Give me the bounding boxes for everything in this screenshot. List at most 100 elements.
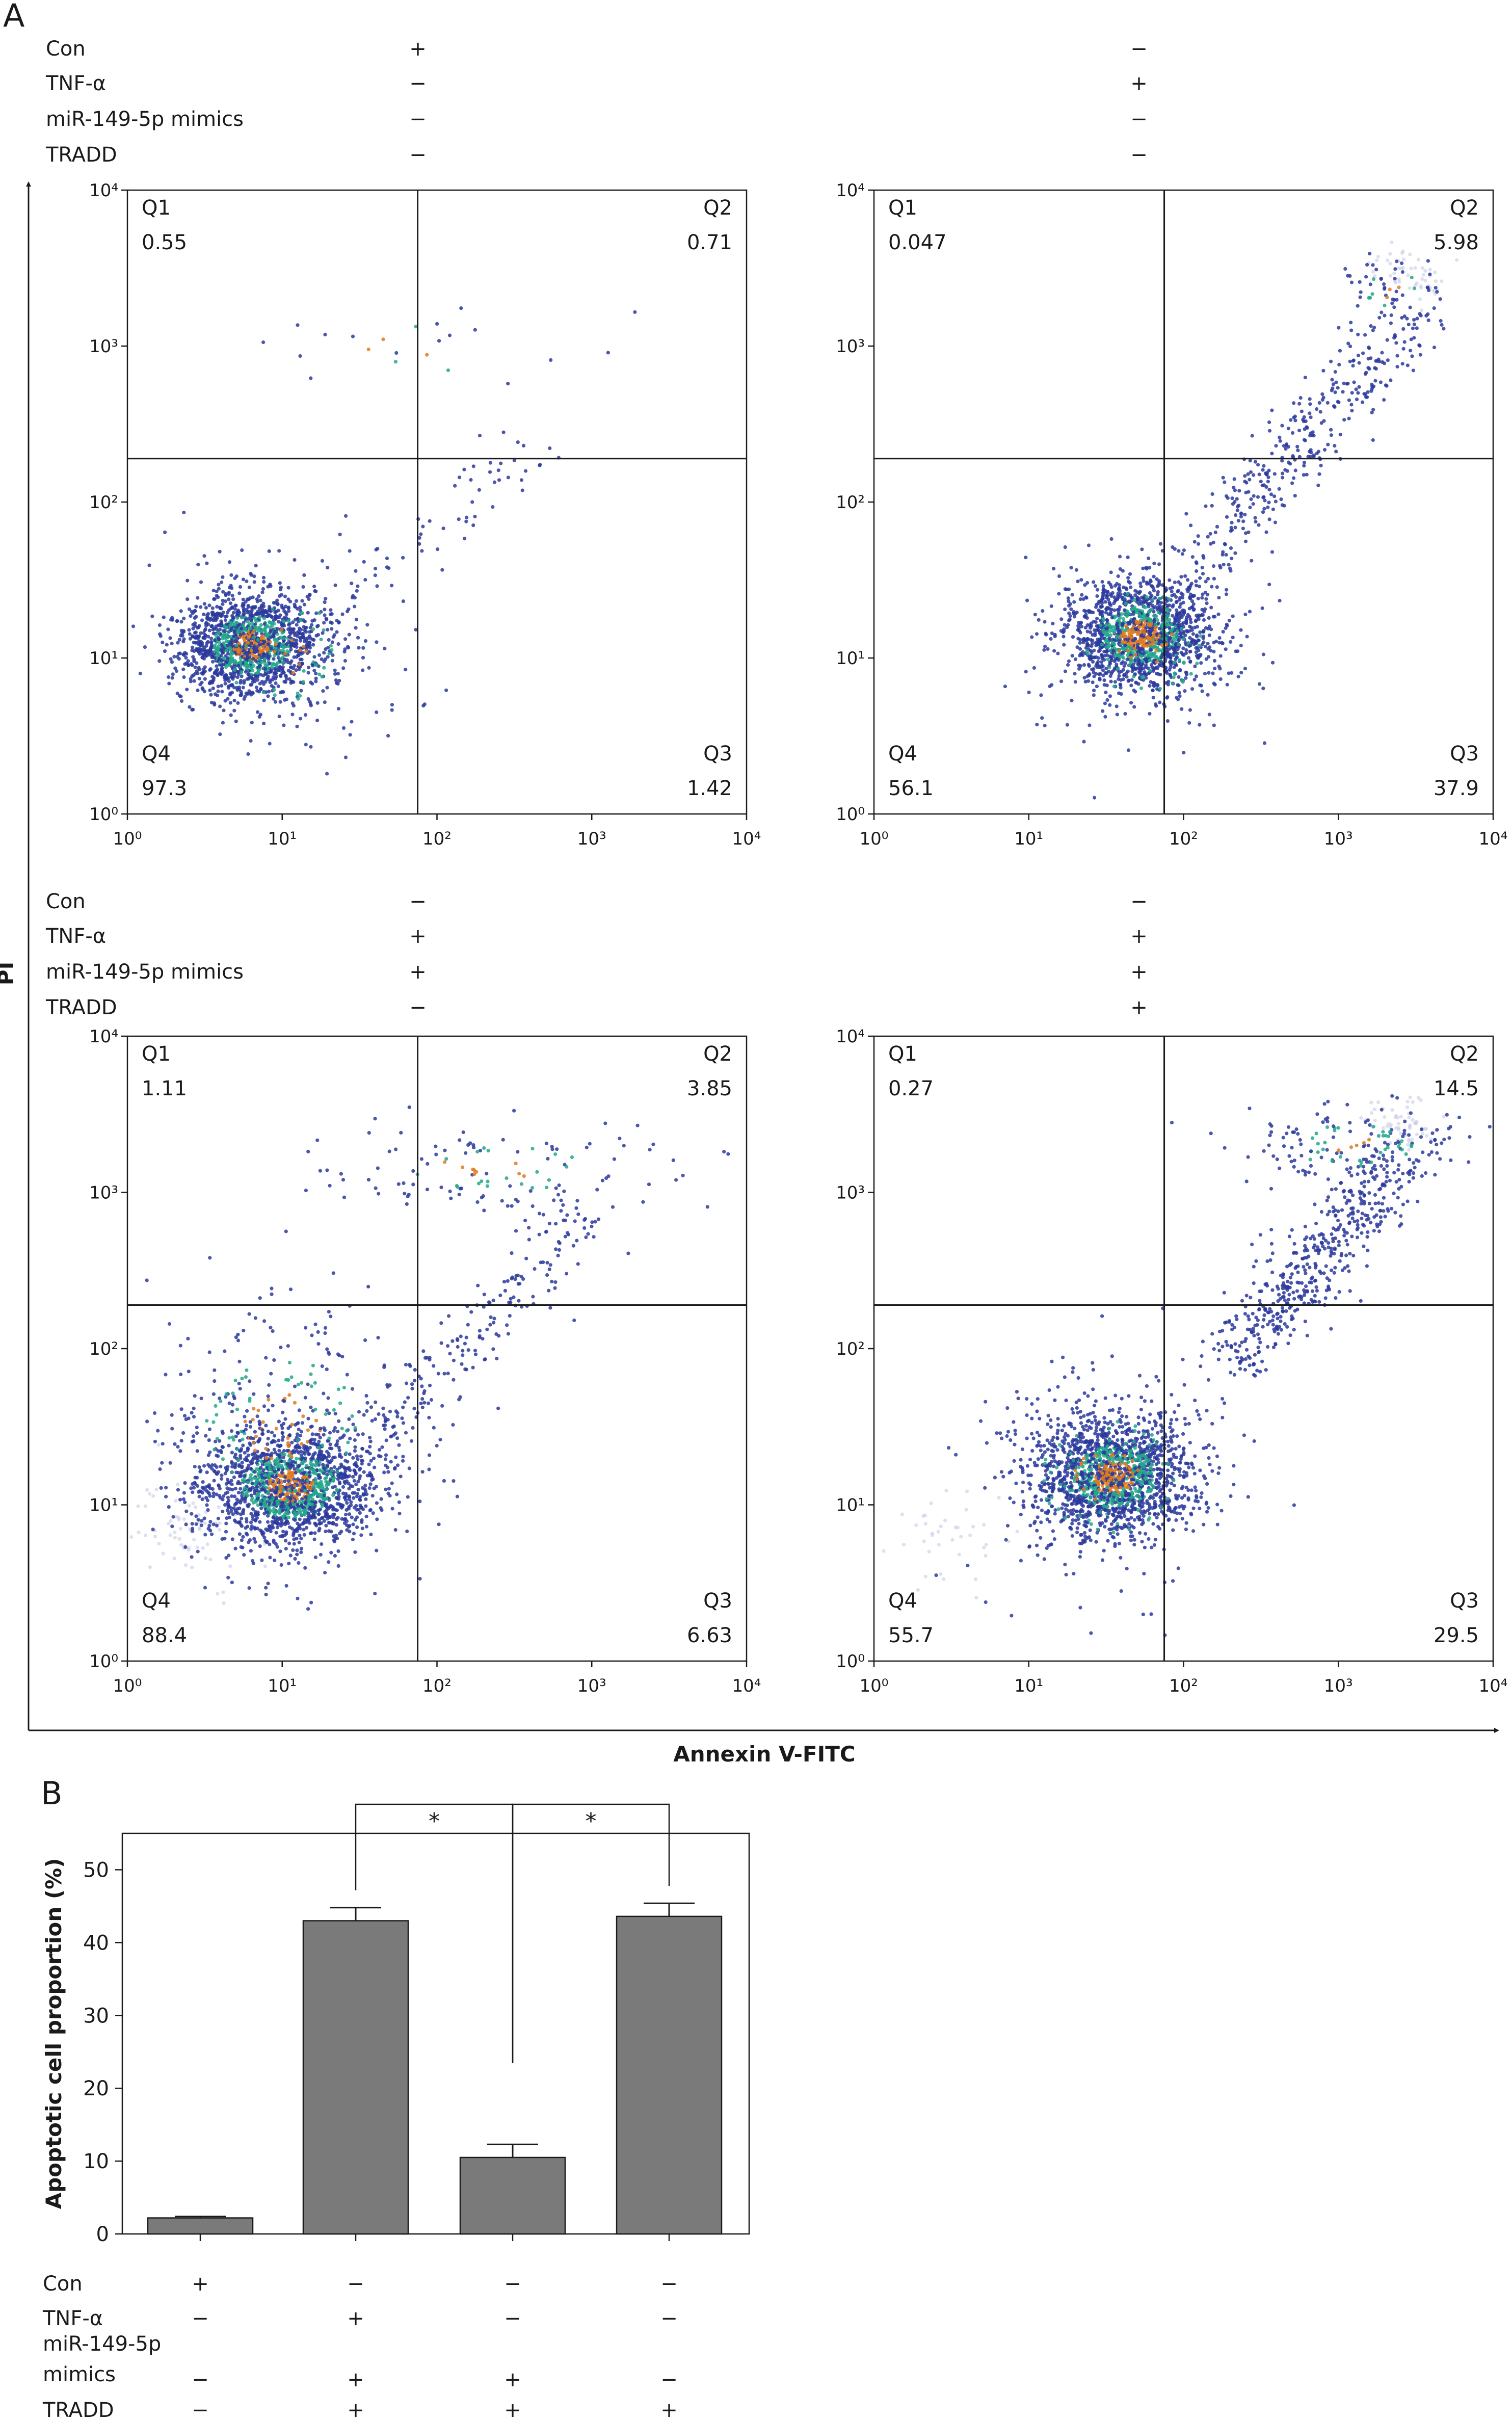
event-dot [1141, 566, 1145, 570]
event-dot [272, 663, 276, 667]
event-dot [298, 657, 302, 662]
event-dot [368, 1444, 372, 1449]
event-dot [1280, 424, 1284, 428]
event-dot [143, 645, 147, 649]
event-dot [279, 674, 283, 678]
event-dot [641, 1200, 645, 1204]
quadrant-name: Q1 [888, 196, 917, 220]
event-dot [1053, 633, 1057, 637]
event-dot [353, 604, 357, 609]
event-dot [1372, 326, 1376, 330]
event-dot [185, 578, 190, 583]
event-dot [129, 1535, 134, 1539]
event-dot [1230, 520, 1234, 524]
event-dot [1135, 600, 1139, 604]
event-dot [1386, 358, 1390, 362]
event-dot [506, 1332, 511, 1336]
event-dot [176, 1483, 180, 1487]
event-dot [1146, 617, 1150, 621]
event-dot [407, 1193, 411, 1197]
event-dot [1171, 637, 1175, 641]
event-dot [376, 546, 380, 551]
event-dot [272, 672, 276, 676]
event-dot [1188, 708, 1192, 712]
event-dot [1145, 672, 1149, 676]
event-dot [275, 1525, 280, 1530]
event-dot [218, 627, 222, 631]
event-dot [260, 655, 264, 660]
event-dot [291, 671, 295, 675]
event-dot [606, 351, 610, 355]
event-dot [217, 652, 221, 656]
event-dot [1143, 640, 1147, 644]
event-dot [1105, 653, 1109, 657]
event-dot [517, 1172, 521, 1176]
event-dot [289, 665, 293, 669]
condition-symbol: − [1130, 37, 1148, 61]
event-dot [1154, 625, 1158, 629]
event-dot [264, 1586, 268, 1590]
event-dot [1331, 382, 1335, 386]
event-dot [420, 549, 424, 553]
event-dot [230, 1451, 234, 1455]
event-dot [243, 694, 247, 698]
event-dot [314, 589, 318, 593]
event-dot [279, 628, 283, 632]
event-dot [1442, 327, 1446, 331]
event-dot [346, 610, 350, 614]
event-dot [230, 659, 234, 663]
event-dot [1400, 293, 1404, 297]
event-dot [1236, 674, 1240, 678]
event-dot [506, 382, 510, 386]
event-dot [261, 575, 266, 580]
event-dot [647, 1182, 651, 1187]
event-dot [250, 606, 254, 611]
event-dot [1326, 442, 1330, 446]
event-dot [1412, 322, 1416, 327]
event-dot [1224, 552, 1228, 557]
event-dot [1100, 604, 1104, 609]
event-dot [1103, 600, 1107, 604]
event-dot [289, 647, 293, 651]
event-dot [1277, 487, 1281, 491]
event-dot [1158, 604, 1162, 608]
event-dot [306, 697, 310, 701]
event-dot [251, 631, 255, 635]
event-dot [274, 629, 279, 634]
event-dot [176, 641, 180, 645]
event-dot [174, 669, 178, 673]
event-dot [1092, 689, 1096, 693]
event-dot [1126, 649, 1130, 653]
event-dot [1142, 579, 1146, 583]
event-dot [257, 625, 261, 629]
event-dot [556, 1253, 560, 1257]
event-dot [1411, 326, 1415, 330]
event-dot [308, 636, 312, 640]
event-dot [428, 1383, 432, 1387]
event-dot [1267, 517, 1271, 521]
event-dot [1101, 584, 1105, 588]
event-dot [259, 660, 263, 664]
event-dot [230, 605, 234, 609]
event-dot [362, 560, 366, 564]
event-dot [518, 1282, 522, 1286]
event-dot [1034, 632, 1039, 636]
event-dot [1145, 644, 1149, 648]
event-dot [512, 1109, 516, 1113]
event-dot [585, 1145, 589, 1149]
event-dot [1118, 682, 1122, 687]
event-dot [1156, 621, 1160, 625]
event-dot [287, 1541, 291, 1545]
event-dot [1207, 616, 1211, 620]
event-dot [491, 1347, 495, 1351]
event-dot [584, 1235, 588, 1240]
event-dot [230, 1581, 234, 1585]
event-dot [1193, 619, 1198, 623]
event-dot [1167, 638, 1171, 642]
event-dot [356, 584, 360, 588]
event-dot [351, 334, 355, 338]
event-dot [1236, 519, 1240, 523]
event-dot [432, 1364, 436, 1368]
event-dot [204, 606, 208, 610]
event-dot [210, 606, 215, 610]
